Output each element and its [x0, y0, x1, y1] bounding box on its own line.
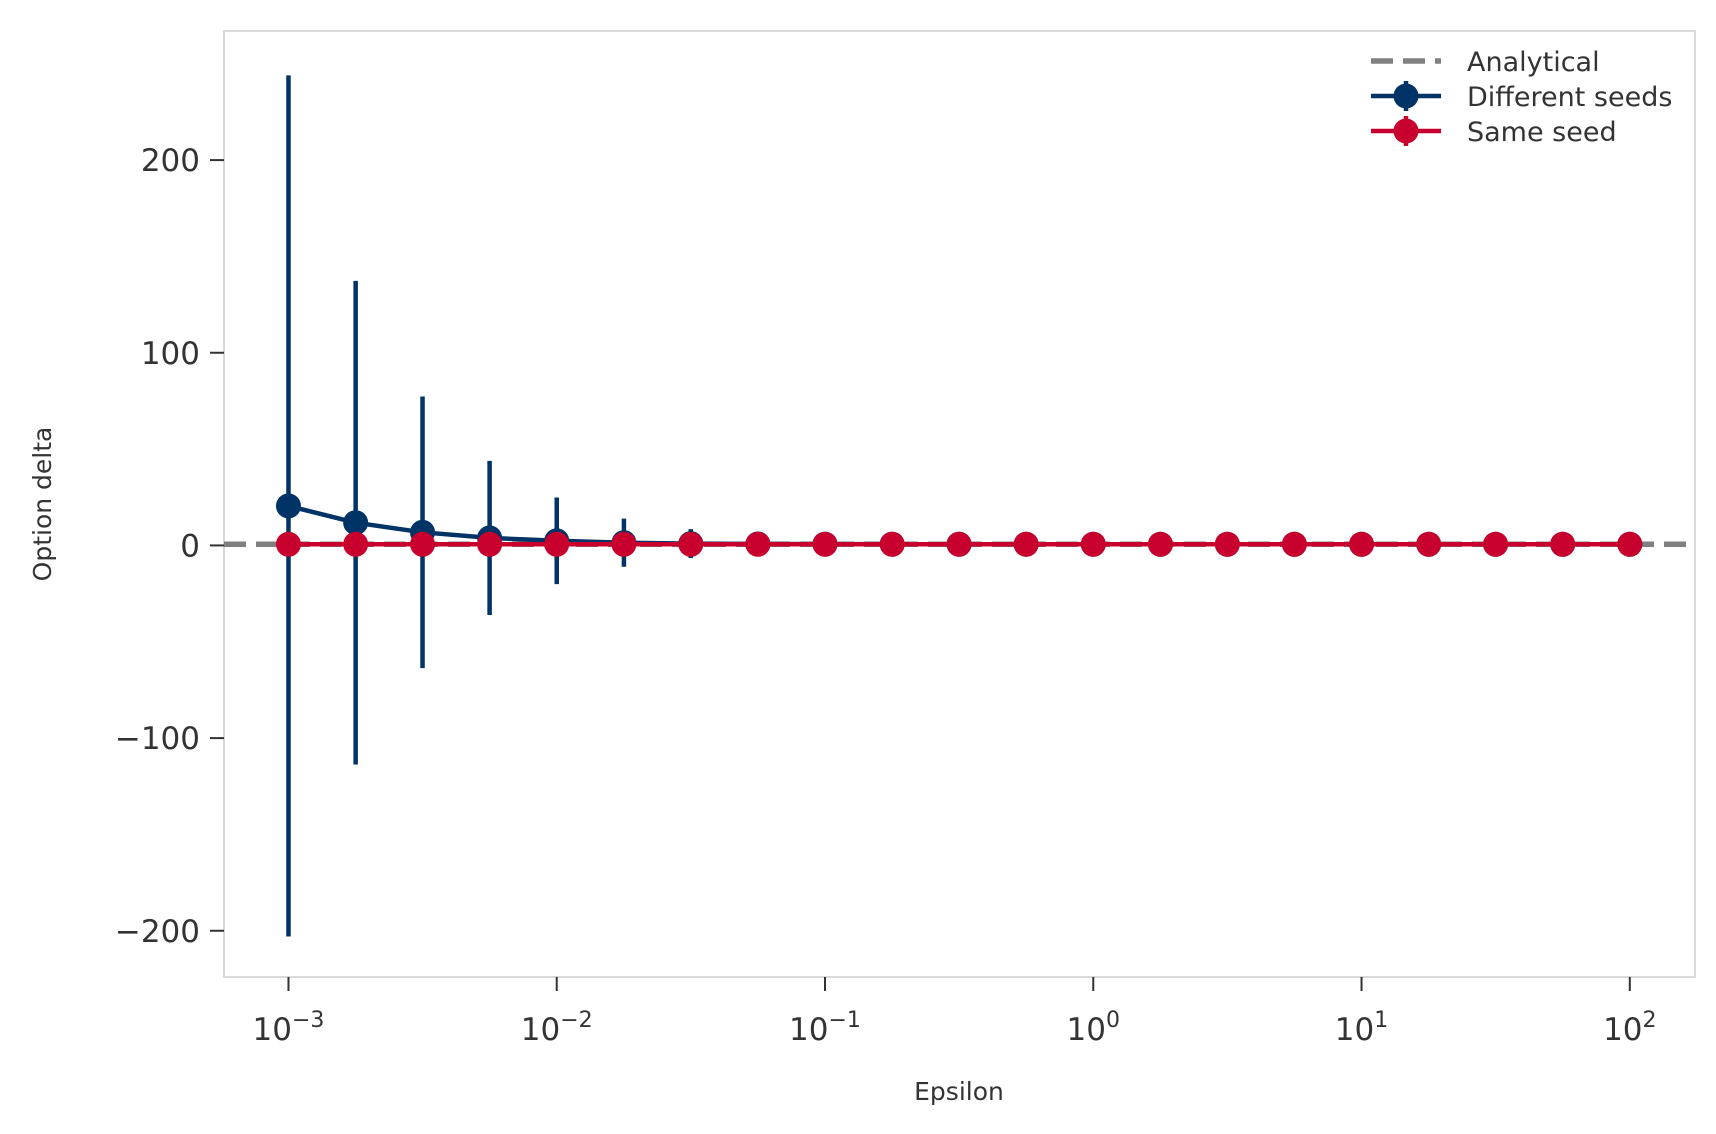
x-axis-label: Epsilon [914, 1077, 1004, 1106]
data-point [1080, 531, 1106, 557]
data-point [1416, 531, 1442, 557]
x-tick-label-base: 10 [521, 1012, 560, 1048]
x-axis: 10−3 10−2 10−1 100 101 102 [253, 977, 1657, 1048]
x-tick-label: 102 [1603, 1008, 1656, 1048]
x-tick-label-base: 10 [253, 1012, 292, 1048]
data-point [343, 510, 369, 536]
legend-entry: Analytical [1371, 47, 1600, 78]
data-point [1550, 531, 1576, 557]
series-same-seed [275, 531, 1643, 557]
x-tick-label-exponent: 0 [1106, 1008, 1120, 1033]
legend-swatch-marker [1393, 83, 1419, 109]
x-tick-label-exponent: 2 [1643, 1008, 1657, 1033]
x-tick-label-exponent: 1 [1374, 1008, 1388, 1033]
data-point [879, 531, 905, 557]
data-point [477, 531, 503, 557]
y-tick-label: 0 [180, 528, 200, 564]
legend-label: Analytical [1467, 47, 1600, 78]
data-point [1617, 531, 1643, 557]
legend-entry: Same seed [1371, 116, 1617, 148]
x-tick-label-exponent: −2 [560, 1008, 592, 1033]
data-point [1147, 531, 1173, 557]
x-tick-label: 10−1 [789, 1008, 861, 1048]
x-tick-label-base: 10 [1603, 1012, 1642, 1048]
data-point [275, 531, 301, 557]
y-axis-label: Option delta [28, 427, 57, 582]
data-point [544, 531, 570, 557]
legend-label: Same seed [1467, 117, 1617, 148]
x-tick-label-base: 10 [1335, 1012, 1374, 1048]
data-point [410, 531, 436, 557]
x-tick-label: 100 [1067, 1008, 1120, 1048]
legend-label: Different seeds [1467, 82, 1672, 113]
y-tick-label: 200 [141, 143, 200, 179]
data-point [275, 493, 301, 519]
data-point [1281, 531, 1307, 557]
data-point [678, 531, 704, 557]
data-point [946, 531, 972, 557]
x-tick-label: 10−2 [521, 1008, 593, 1048]
plot-frame [223, 30, 1696, 978]
x-tick-label-base: 10 [789, 1012, 828, 1048]
x-tick-label-exponent: −1 [829, 1008, 861, 1033]
data-point [1013, 531, 1039, 557]
x-tick-label-base: 10 [1067, 1012, 1106, 1048]
x-tick-label: 10−3 [253, 1008, 325, 1048]
data-point [1349, 531, 1375, 557]
y-tick-label: 100 [141, 336, 200, 372]
series-layer [275, 75, 1643, 937]
data-point [611, 531, 637, 557]
data-point [343, 531, 369, 557]
x-tick-label-exponent: −3 [292, 1008, 324, 1033]
legend-swatch-marker [1393, 118, 1419, 144]
y-tick-label: −200 [115, 914, 200, 950]
data-point [745, 531, 771, 557]
x-tick-label: 101 [1335, 1008, 1388, 1048]
data-point [1214, 531, 1240, 557]
y-tick-label: −100 [115, 721, 200, 757]
y-axis: 200 100 0 −100 −200 [115, 143, 224, 950]
data-point [812, 531, 838, 557]
legend: Analytical Different seeds Same seed [1371, 47, 1672, 148]
data-point [1483, 531, 1509, 557]
legend-entry: Different seeds [1371, 81, 1672, 113]
